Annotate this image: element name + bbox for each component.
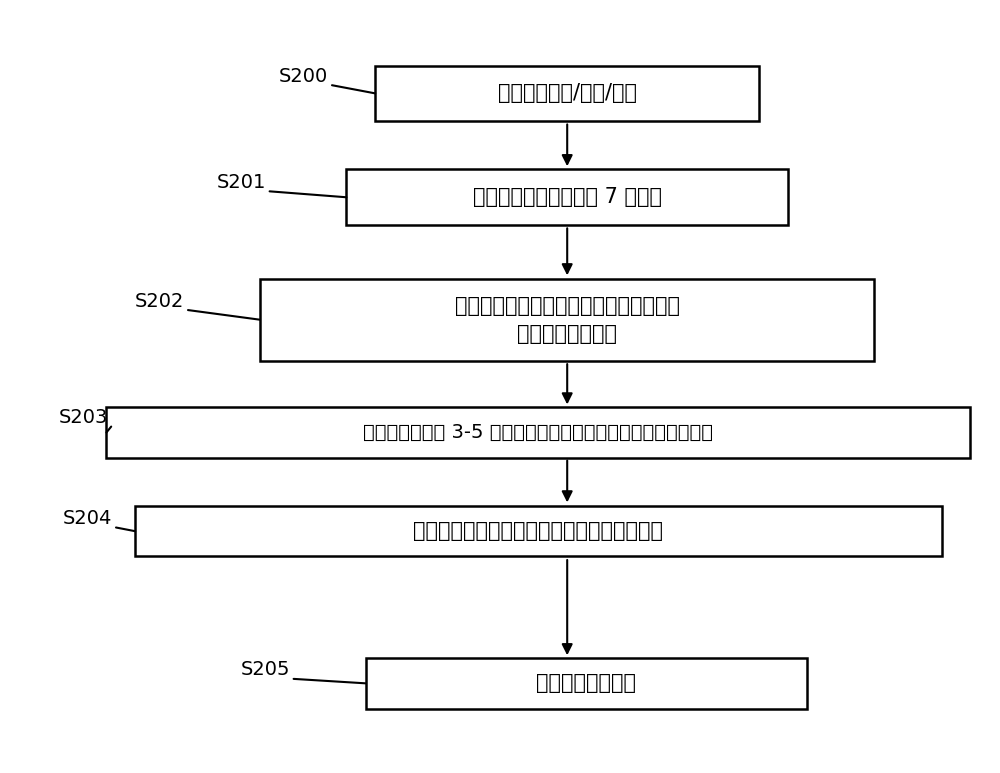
Text: 结束，下一次校准: 结束，下一次校准 bbox=[536, 673, 636, 693]
Text: 圆片在生产线环境放置 7 天以上: 圆片在生产线环境放置 7 天以上 bbox=[473, 187, 662, 207]
Text: S201: S201 bbox=[217, 173, 266, 192]
Text: S204: S204 bbox=[63, 509, 113, 528]
Text: 基准扫描电镜测试整片圆片所有点的线宽
保存放入数据库中: 基准扫描电镜测试整片圆片所有点的线宽 保存放入数据库中 bbox=[455, 296, 680, 344]
Text: S202: S202 bbox=[135, 291, 185, 311]
Text: S203: S203 bbox=[58, 408, 108, 427]
Text: S205: S205 bbox=[241, 660, 290, 679]
Bar bbox=[375, 66, 759, 121]
Bar bbox=[366, 658, 807, 709]
Text: 光刻圆片涂胶/曝光/显影: 光刻圆片涂胶/曝光/显影 bbox=[498, 83, 637, 104]
Bar bbox=[260, 279, 874, 360]
Text: 日常校准，测试 3-5 点数据，并与数据库中数据比较，计算差值: 日常校准，测试 3-5 点数据，并与数据库中数据比较，计算差值 bbox=[363, 423, 713, 442]
Bar bbox=[135, 506, 942, 557]
Bar bbox=[346, 169, 788, 225]
Text: S200: S200 bbox=[279, 66, 328, 86]
Text: 根据差值，判断设备是否漂移，是否需要调整: 根据差值，判断设备是否漂移，是否需要调整 bbox=[413, 521, 663, 541]
Bar bbox=[106, 407, 970, 458]
